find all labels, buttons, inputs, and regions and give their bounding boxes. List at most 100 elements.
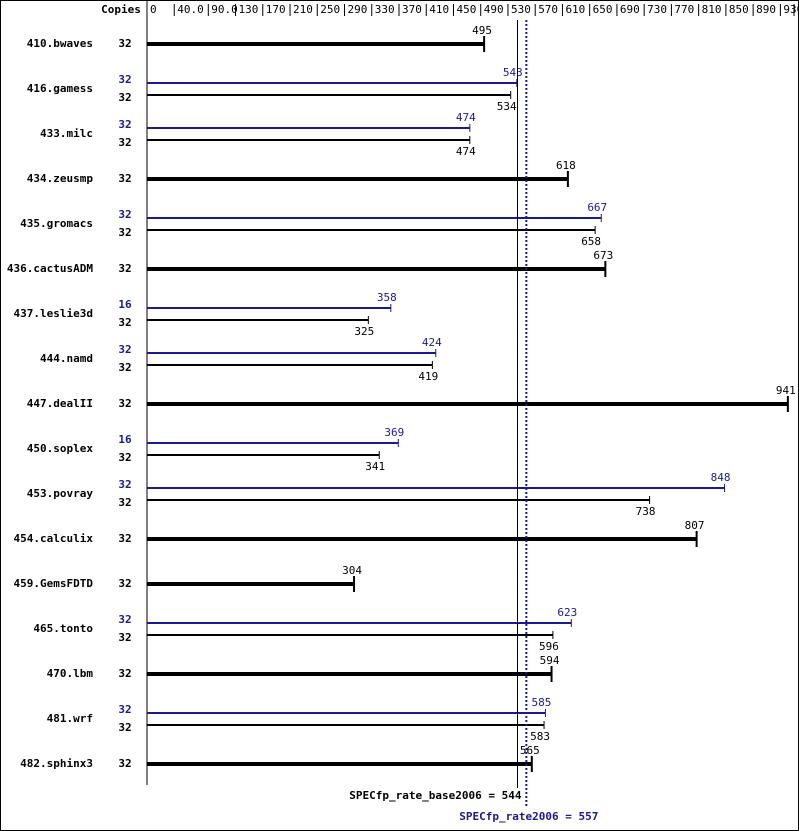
- value-label: 658: [581, 235, 601, 248]
- category-label: 416.gamess: [27, 82, 93, 95]
- value-label: 474: [456, 111, 476, 124]
- category-label: 454.calculix: [14, 532, 94, 545]
- copies: 32: [118, 262, 131, 275]
- x-tick-label: 40.0: [177, 3, 204, 16]
- value-label: 358: [377, 291, 397, 304]
- copies: 32: [118, 118, 131, 131]
- bar: [147, 582, 355, 586]
- x-tick-label: 0: [150, 3, 157, 16]
- x-tick-label: 530: [511, 3, 531, 16]
- copies-header: Copies: [101, 3, 141, 16]
- copies: 32: [118, 37, 131, 50]
- value-label: 618: [556, 159, 576, 172]
- reference-label: SPECfp_rate_base2006 = 544: [349, 789, 522, 802]
- value-label: 565: [520, 744, 540, 757]
- value-label: 673: [593, 249, 613, 262]
- category-label: 459.GemsFDTD: [14, 577, 94, 590]
- category-label: 453.povray: [27, 487, 94, 500]
- copies: 32: [118, 316, 131, 329]
- bar: [147, 42, 485, 46]
- copies: 32: [118, 757, 131, 770]
- copies: 16: [118, 298, 132, 311]
- value-label: 623: [557, 606, 577, 619]
- bar: [147, 82, 517, 84]
- value-label: 495: [472, 24, 492, 37]
- value-label: 585: [531, 696, 551, 709]
- x-tick-label: 330: [375, 3, 395, 16]
- copies: 32: [118, 343, 131, 356]
- bar: [147, 217, 602, 219]
- category-label: 435.gromacs: [20, 217, 93, 230]
- bar: [147, 762, 532, 766]
- bar: [147, 634, 553, 636]
- value-label: 341: [365, 460, 385, 473]
- copies: 32: [118, 496, 131, 509]
- copies: 32: [118, 397, 131, 410]
- value-label: 848: [711, 471, 731, 484]
- value-label: 474: [456, 145, 476, 158]
- reference-label: SPECfp_rate2006 = 557: [459, 810, 598, 823]
- x-tick-label: 650: [593, 3, 613, 16]
- bar: [147, 94, 511, 96]
- copies: 32: [118, 532, 131, 545]
- value-label: 583: [530, 730, 550, 743]
- x-tick-label: 930: [783, 3, 799, 16]
- bar: [147, 537, 697, 541]
- x-tick-label: 690: [620, 3, 640, 16]
- bar: [147, 442, 399, 444]
- copies: 32: [118, 208, 131, 221]
- bar: [147, 307, 391, 309]
- copies: 32: [118, 667, 131, 680]
- bar: [147, 454, 380, 456]
- value-label: 738: [636, 505, 656, 518]
- bar: [147, 177, 568, 181]
- category-label: 465.tonto: [33, 622, 93, 635]
- x-tick-label: 290: [348, 3, 368, 16]
- value-label: 424: [422, 336, 442, 349]
- value-label: 304: [342, 564, 362, 577]
- value-label: 594: [540, 654, 560, 667]
- copies: 32: [118, 451, 131, 464]
- x-tick-label: 950: [797, 3, 799, 16]
- copies: 32: [118, 136, 131, 149]
- copies: 32: [118, 577, 131, 590]
- copies: 32: [118, 172, 131, 185]
- copies: 32: [118, 703, 131, 716]
- copies: 32: [118, 91, 131, 104]
- x-tick-label: 90.0: [211, 3, 238, 16]
- x-tick-label: 890: [756, 3, 776, 16]
- bar: [147, 364, 433, 366]
- copies: 32: [118, 361, 131, 374]
- copies: 32: [118, 73, 131, 86]
- category-label: 444.namd: [40, 352, 93, 365]
- bar: [147, 229, 596, 231]
- category-label: 481.wrf: [47, 712, 93, 725]
- bar: [147, 622, 572, 624]
- x-tick-label: 490: [484, 3, 504, 16]
- category-label: 410.bwaves: [27, 37, 93, 50]
- copies: 32: [118, 631, 131, 644]
- copies: 32: [118, 226, 131, 239]
- x-tick-label: 610: [565, 3, 585, 16]
- value-label: 325: [354, 325, 374, 338]
- bar: [147, 352, 436, 354]
- bar: [147, 672, 552, 676]
- value-label: 543: [503, 66, 523, 79]
- category-label: 450.soplex: [27, 442, 94, 455]
- value-label: 369: [384, 426, 404, 439]
- category-label: 437.leslie3d: [14, 307, 93, 320]
- bar: [147, 724, 545, 726]
- category-label: 447.dealII: [27, 397, 93, 410]
- x-tick-label: 170: [266, 3, 286, 16]
- bar: [147, 402, 788, 406]
- x-tick-label: 370: [402, 3, 422, 16]
- x-tick-label: 810: [702, 3, 722, 16]
- x-tick-label: 570: [538, 3, 558, 16]
- x-tick-label: 770: [674, 3, 694, 16]
- copies: 32: [118, 478, 131, 491]
- category-label: 433.milc: [40, 127, 93, 140]
- x-tick-label: 250: [320, 3, 340, 16]
- bar: [147, 487, 725, 489]
- x-tick-label: 850: [729, 3, 749, 16]
